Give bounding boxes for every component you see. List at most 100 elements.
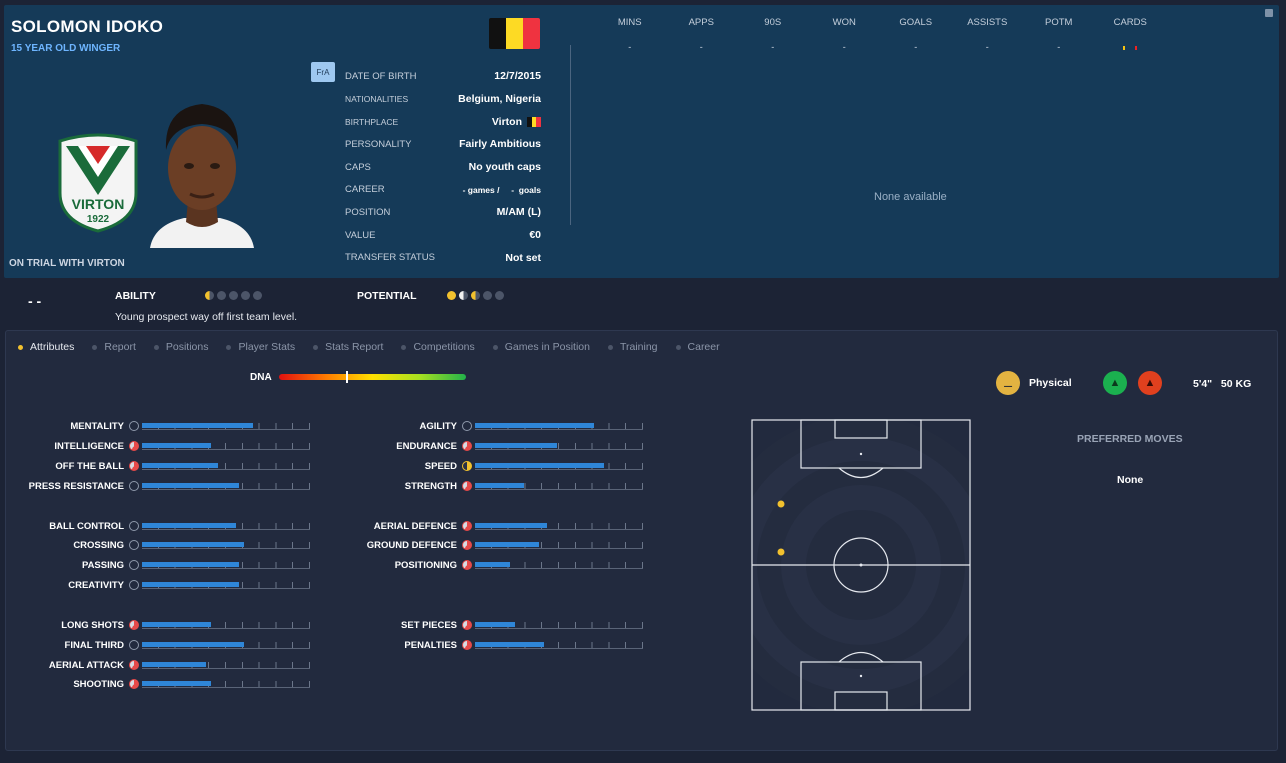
attribute-name: AERIAL ATTACK xyxy=(48,659,124,671)
info-value: Not set xyxy=(505,251,541,264)
tab-career[interactable]: Career xyxy=(675,341,720,353)
attribute-row[interactable]: AERIAL ATTACK xyxy=(9,658,310,672)
attribute-bar xyxy=(475,462,643,470)
tab-label: Career xyxy=(687,341,720,353)
tab-player-stats[interactable]: Player Stats xyxy=(226,341,295,353)
attribute-row[interactable]: CREATIVITY xyxy=(9,578,310,592)
tab-report[interactable]: Report xyxy=(92,341,136,353)
attribute-fill xyxy=(142,561,240,567)
attribute-row[interactable]: AGILITY xyxy=(342,419,643,433)
attribute-bar xyxy=(142,462,310,470)
attribute-bar xyxy=(475,442,643,450)
tab-label: Training xyxy=(619,341,658,353)
birthplace-text[interactable]: Virton xyxy=(491,115,522,128)
right-boot-icon: ▲ xyxy=(1138,371,1162,395)
info-label: BIRTHPLACE xyxy=(345,116,399,127)
info-label: DATE OF BIRTH xyxy=(345,70,417,82)
header-divider xyxy=(570,45,571,225)
tab-label: Report xyxy=(104,341,136,353)
attribute-row[interactable]: INTELLIGENCE xyxy=(9,439,310,453)
preferred-moves-title: PREFERRED MOVES xyxy=(1077,433,1183,445)
attribute-fill xyxy=(142,621,211,627)
attribute-name: CROSSING xyxy=(73,539,124,551)
stat-label: APPS xyxy=(688,17,714,28)
attribute-rating-icon xyxy=(129,421,139,431)
season-stats: MINS - APPS - 90S - WON - GOALS - ASSISTS - PO… xyxy=(594,17,1166,52)
star-icon xyxy=(205,291,214,300)
stat-mins: MINS - xyxy=(594,17,666,52)
tab-bar: Attributes Report Positions Player Stats Sta… xyxy=(18,341,738,353)
tab-competitions[interactable]: Competitions xyxy=(401,341,475,353)
attribute-row[interactable]: GROUND DEFENCE xyxy=(342,538,643,552)
attribute-row[interactable]: CROSSING xyxy=(9,538,310,552)
trial-status: ON TRIAL WITH VIRTON xyxy=(9,258,125,269)
stat-assists: ASSISTS - xyxy=(952,17,1024,52)
attribute-row[interactable]: FINAL THIRD xyxy=(9,638,310,652)
attribute-name: GROUND DEFENCE xyxy=(366,539,457,551)
star-icon xyxy=(253,291,262,300)
attribute-row[interactable]: AERIAL DEFENCE xyxy=(342,519,643,533)
attribute-row[interactable]: SPEED xyxy=(342,459,643,473)
tab-attributes[interactable]: Attributes xyxy=(18,341,74,353)
attribute-row[interactable]: ENDURANCE xyxy=(342,439,643,453)
attribute-fill xyxy=(475,561,511,567)
attribute-rating-icon xyxy=(462,441,472,451)
tab-label: Positions xyxy=(165,341,209,353)
attribute-fill xyxy=(142,422,253,428)
attribute-rating-icon xyxy=(129,679,139,689)
attribute-fill xyxy=(142,541,245,547)
attribute-row[interactable]: PASSING xyxy=(9,558,310,572)
attribute-row[interactable]: MENTALITY xyxy=(9,419,310,433)
info-row-dob: DATE OF BIRTH 12/7/2015 xyxy=(345,65,545,88)
info-label: PERSONALITY xyxy=(345,138,412,150)
fra-button[interactable]: FrA xyxy=(311,62,335,82)
attribute-fill xyxy=(142,641,245,647)
info-label: CAPS xyxy=(345,161,371,173)
info-value: - games / - goals xyxy=(462,184,541,195)
dna-label: DNA xyxy=(250,372,272,383)
tab-dot-icon xyxy=(492,344,498,350)
attribute-row[interactable]: SET PIECES xyxy=(342,618,643,632)
dna-marker xyxy=(346,371,349,383)
info-row-personality: PERSONALITY Fairly Ambitious xyxy=(345,133,545,156)
stat-label: 90S xyxy=(764,17,782,28)
star-icon xyxy=(241,291,250,300)
stat-value: - xyxy=(1057,42,1061,52)
player-photo xyxy=(150,104,254,248)
stat-value: - xyxy=(771,42,775,52)
attribute-row[interactable]: PRESS RESISTANCE xyxy=(9,479,310,493)
tab-positions[interactable]: Positions xyxy=(153,341,209,353)
stat-cards: CARDS xyxy=(1095,17,1167,52)
attribute-row[interactable]: STRENGTH xyxy=(342,479,643,493)
attribute-row[interactable]: OFF THE BALL xyxy=(9,459,310,473)
attribute-fill xyxy=(475,422,595,428)
info-value-birthplace[interactable]: Virton xyxy=(491,115,542,128)
stat-won: WON - xyxy=(809,17,881,52)
attribute-bar xyxy=(142,541,310,549)
attribute-row[interactable]: SHOOTING xyxy=(9,677,310,691)
ability-description: Young prospect way off first team level. xyxy=(115,311,298,323)
attribute-row[interactable]: LONG SHOTS xyxy=(9,618,310,632)
attribute-row[interactable]: POSITIONING xyxy=(342,558,643,572)
tab-stats-report[interactable]: Stats Report xyxy=(313,341,383,353)
attribute-row[interactable]: PENALTIES xyxy=(342,638,643,652)
tab-games-in-position[interactable]: Games in Position xyxy=(492,341,590,353)
attribute-row[interactable]: BALL CONTROL xyxy=(9,519,310,533)
position-marker xyxy=(777,548,785,556)
attribute-name: STRENGTH xyxy=(404,480,457,492)
attribute-rating-icon xyxy=(129,620,139,630)
attribute-rating-icon xyxy=(462,620,472,630)
physical-type: ⚊ Physical xyxy=(996,371,1072,395)
tab-training[interactable]: Training xyxy=(607,341,658,353)
attribute-name: PENALTIES xyxy=(404,639,457,651)
stat-90s: 90S - xyxy=(737,17,809,52)
red-card-icon xyxy=(1135,46,1138,50)
info-row-birthplace: BIRTHPLACE Virton xyxy=(345,110,545,133)
info-value[interactable]: Belgium, Nigeria xyxy=(458,93,541,106)
attribute-rating-icon xyxy=(129,540,139,550)
header-menu-icon[interactable] xyxy=(1265,9,1273,17)
attribute-rating-icon xyxy=(462,540,472,550)
star-icon xyxy=(217,291,226,300)
position-pitch xyxy=(751,419,971,711)
attribute-name: MENTALITY xyxy=(70,420,124,432)
